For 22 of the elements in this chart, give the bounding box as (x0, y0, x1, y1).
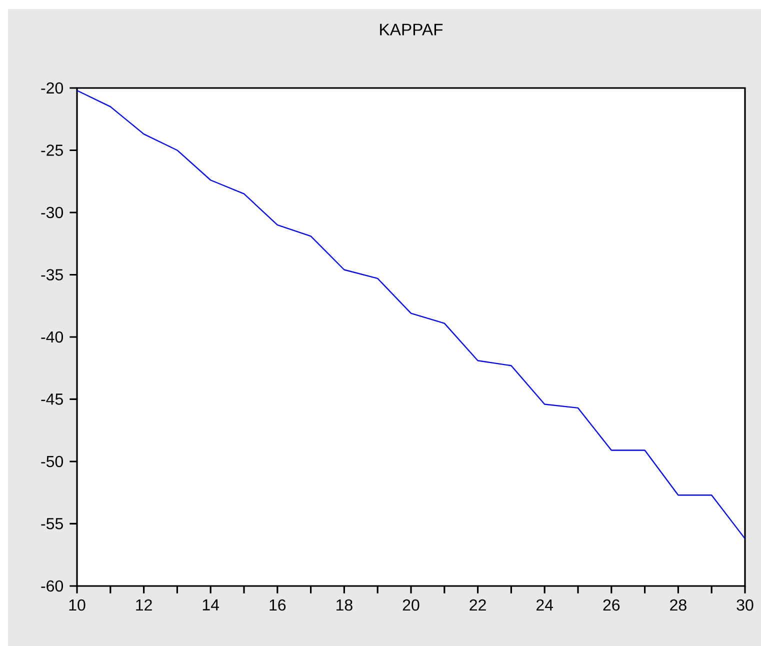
y-tick-label: -50 (41, 456, 64, 468)
y-tick-label: -30 (41, 206, 64, 218)
x-tick-label: 30 (736, 599, 754, 611)
y-tick-label: -25 (41, 144, 63, 156)
x-tick-label: 28 (670, 599, 686, 611)
x-tick-label: 16 (270, 599, 286, 611)
y-tick-label: -60 (41, 580, 64, 592)
x-tick-label: 18 (336, 599, 352, 611)
y-tick-label: -40 (41, 331, 64, 343)
x-tick-label: 14 (202, 599, 220, 610)
x-tick-label: 24 (536, 599, 554, 611)
x-tick-label: 26 (603, 599, 620, 611)
x-tick-label: 12 (136, 599, 152, 611)
y-tick-label: -45 (41, 394, 63, 405)
y-tick-label: -35 (41, 269, 63, 280)
x-tick-label: 20 (402, 599, 420, 611)
y-tick-label: -20 (41, 82, 64, 94)
x-tick-label: 22 (470, 599, 486, 611)
y-tick-label: -55 (41, 518, 63, 530)
chart-title: KAPPAF (380, 24, 443, 36)
x-tick-label: 10 (69, 599, 86, 611)
line-series (77, 90, 745, 540)
